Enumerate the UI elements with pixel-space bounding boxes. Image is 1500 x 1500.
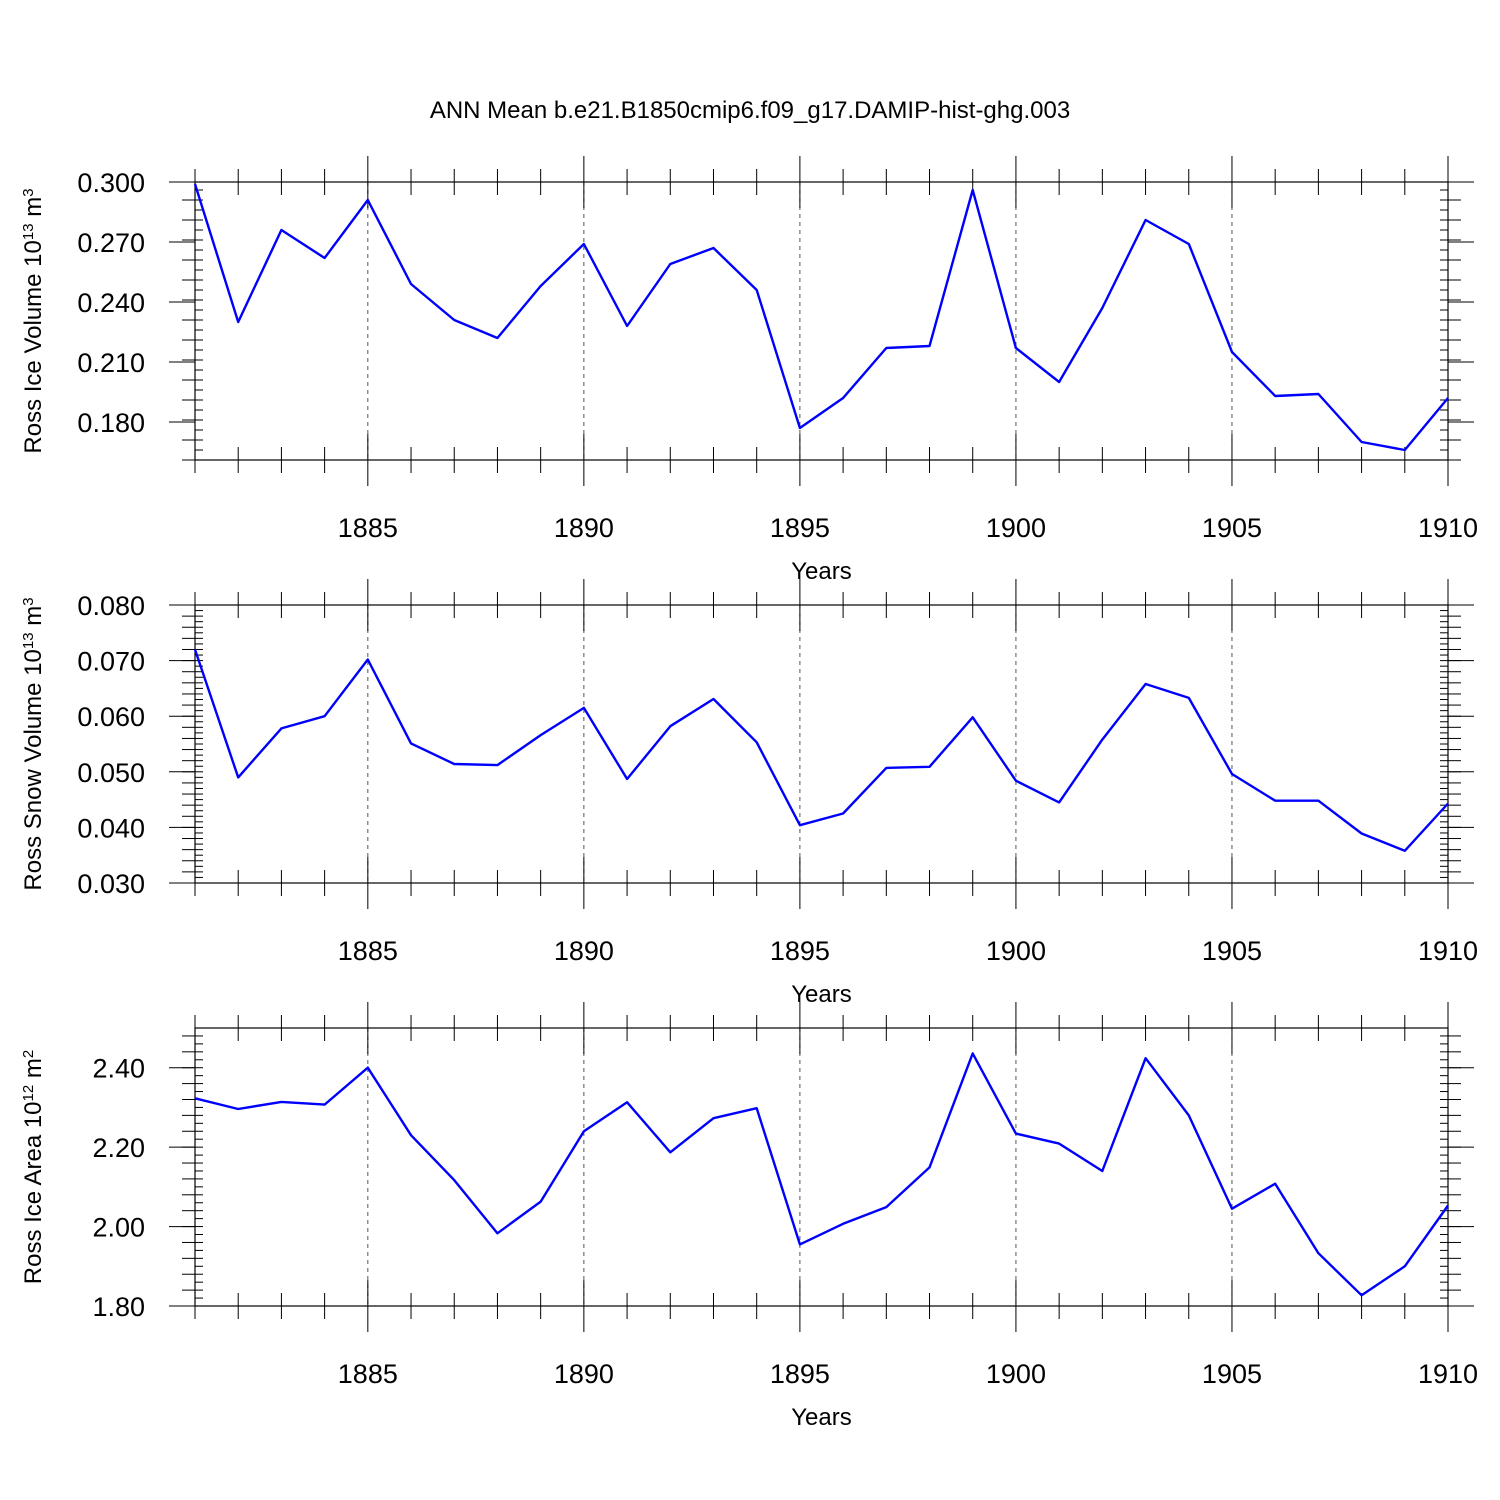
x-tick-label: 1890 bbox=[554, 513, 614, 543]
y-axis-title-text: m bbox=[20, 606, 47, 633]
y-tick-label: 0.070 bbox=[77, 647, 145, 677]
x-tick-label: 1900 bbox=[986, 1359, 1046, 1389]
series-line-ice-volume bbox=[193, 183, 1449, 452]
plot-frame bbox=[194, 181, 1449, 461]
y-tick-label: 0.060 bbox=[77, 702, 145, 732]
y-axis-title-superscript: 3 bbox=[20, 188, 37, 196]
x-tick-label: 1890 bbox=[554, 1359, 614, 1389]
y-tick-label: 2.20 bbox=[92, 1133, 145, 1163]
y-tick-label: 0.270 bbox=[77, 228, 145, 258]
x-tick-label: 1910 bbox=[1418, 936, 1478, 966]
y-tick-label: 1.80 bbox=[92, 1292, 145, 1322]
y-axis-title: Ross Ice Area 1012 m2 bbox=[20, 1050, 48, 1284]
x-tick-label: 1890 bbox=[554, 936, 614, 966]
y-axis-title: Ross Snow Volume 1013 m3 bbox=[20, 597, 48, 890]
y-tick-label: 0.240 bbox=[77, 288, 145, 318]
x-axis-title: Years bbox=[791, 981, 852, 1008]
figure-title: ANN Mean b.e21.B1850cmip6.f09_g17.DAMIP-… bbox=[430, 97, 1070, 124]
y-axis-title-superscript: 13 bbox=[20, 632, 37, 649]
y-tick-label: 0.050 bbox=[77, 758, 145, 788]
x-axis-title: Years bbox=[791, 1404, 852, 1431]
x-tick-label: 1910 bbox=[1418, 513, 1478, 543]
y-tick-label: 2.40 bbox=[92, 1054, 145, 1084]
x-tick-label: 1900 bbox=[986, 513, 1046, 543]
panel-ice-area: 1.80 2.00 2.20 2.40 1885 1890 1895 1900 1905 1910… bbox=[20, 1002, 1478, 1431]
y-axis-title-superscript: 13 bbox=[20, 223, 37, 240]
series-line-ice-area bbox=[194, 1052, 1449, 1297]
y-axis-title-text: m bbox=[20, 197, 47, 224]
y-tick-label: 0.300 bbox=[77, 168, 145, 198]
y-axis-title-superscript: 3 bbox=[20, 597, 37, 605]
x-tick-label: 1905 bbox=[1202, 936, 1262, 966]
y-tick-label: 0.080 bbox=[77, 591, 145, 621]
x-tick-label: 1900 bbox=[986, 936, 1046, 966]
y-tick-label: 0.040 bbox=[77, 813, 145, 843]
x-tick-label: 1895 bbox=[770, 513, 830, 543]
panels: 0.180 0.210 0.240 0.270 0.300 1885 1890 1895 190… bbox=[20, 156, 1478, 1431]
plot-frame bbox=[194, 1027, 1449, 1307]
x-tick-label: 1910 bbox=[1418, 1359, 1478, 1389]
y-axis-title-superscript: 12 bbox=[20, 1085, 37, 1102]
panel-ice-volume: 0.180 0.210 0.240 0.270 0.300 1885 1890 1895 190… bbox=[20, 156, 1478, 585]
y-tick-label: 0.210 bbox=[77, 348, 145, 378]
y-tick-label: 2.00 bbox=[92, 1213, 145, 1243]
x-tick-label: 1905 bbox=[1202, 513, 1262, 543]
x-tick-label: 1885 bbox=[338, 513, 398, 543]
y-tick-label: 0.180 bbox=[77, 408, 145, 438]
y-axis-title-text: m bbox=[20, 1058, 47, 1085]
y-axis-title: Ross Ice Volume 1013 m3 bbox=[20, 188, 48, 453]
x-tick-label: 1885 bbox=[338, 1359, 398, 1389]
x-tick-label: 1885 bbox=[338, 936, 398, 966]
x-tick-label: 1905 bbox=[1202, 1359, 1262, 1389]
y-axis-title-text: Ross Snow Volume 10 bbox=[20, 649, 47, 890]
y-axis-title-superscript: 2 bbox=[20, 1050, 37, 1058]
y-axis-title-text: Ross Ice Volume 10 bbox=[20, 240, 47, 453]
y-tick-label: 0.030 bbox=[77, 869, 145, 899]
y-axis-title-text: Ross Ice Area 10 bbox=[20, 1101, 47, 1284]
x-axis-title: Years bbox=[791, 558, 852, 585]
x-tick-label: 1895 bbox=[770, 936, 830, 966]
x-tick-label: 1895 bbox=[770, 1359, 830, 1389]
series-line-snow-volume bbox=[193, 649, 1449, 852]
panel-snow-volume: 0.030 0.040 0.050 0.060 0.070 0.080 1885 1890 18… bbox=[20, 579, 1478, 1008]
